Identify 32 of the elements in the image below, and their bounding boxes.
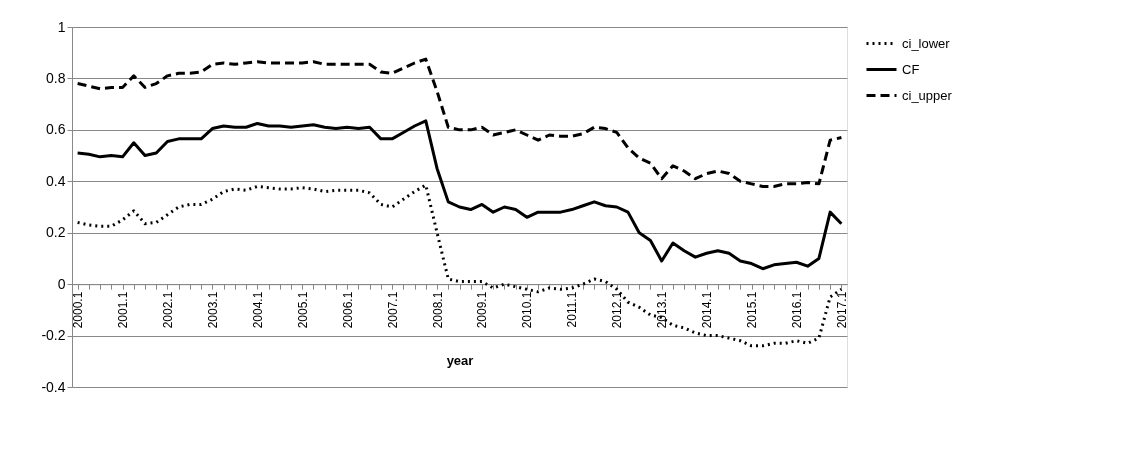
x-tick-label: 2003.1 — [205, 291, 220, 329]
x-tick-label: 2016.1 — [789, 291, 804, 329]
y-tick-label: 0.2 — [46, 224, 66, 241]
x-tick-label: 2002.1 — [160, 291, 175, 329]
y-tick-label: 0.4 — [46, 172, 66, 189]
y-tick-label: -0.2 — [41, 327, 66, 344]
x-axis-title: year — [446, 352, 474, 368]
x-tick-label: 2013.1 — [655, 291, 670, 329]
legend-label: ci_lower — [902, 35, 951, 51]
x-tick-label: 2012.1 — [610, 291, 625, 329]
y-tick-label: -0.4 — [41, 378, 66, 395]
legend-label: CF — [902, 61, 920, 77]
x-tick-label: 2017.1 — [834, 291, 849, 329]
x-tick-label: 2014.1 — [700, 291, 715, 329]
x-tick-label: 2010.1 — [520, 291, 535, 329]
line-series — [76, 57, 843, 188]
y-tick-label: 0.8 — [46, 69, 66, 86]
y-tick-label: 0 — [57, 275, 66, 292]
x-tick-label: 2015.1 — [745, 291, 760, 329]
line-series — [76, 119, 843, 271]
x-tick-label: 2005.1 — [295, 291, 310, 329]
x-tick-label: 2011.1 — [565, 291, 580, 328]
x-tick-label: 2008.1 — [430, 291, 445, 329]
x-tick-label: 2000.1 — [71, 291, 86, 329]
x-tick-label: 2004.1 — [250, 291, 265, 329]
x-tick-label: 2006.1 — [340, 291, 355, 329]
x-tick-label: 2001.1 — [116, 291, 131, 329]
x-tick-label: 2007.1 — [385, 291, 400, 329]
legend-label: ci_upper — [902, 87, 953, 103]
y-tick-label: 1 — [57, 18, 66, 35]
y-tick-label: 0.6 — [46, 121, 66, 138]
x-tick-label: 2009.1 — [475, 291, 490, 329]
